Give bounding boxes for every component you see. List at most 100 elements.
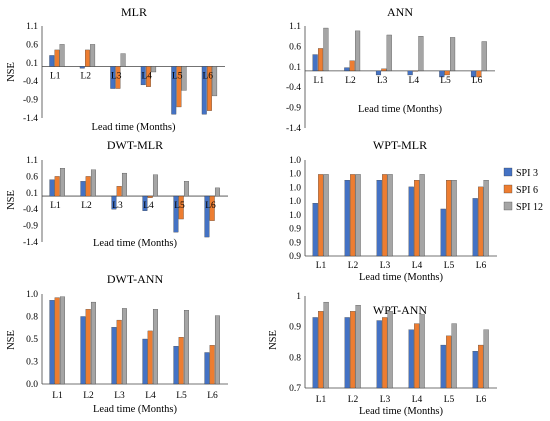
y-tick-label: 0.7 xyxy=(289,384,301,394)
bar-mlr-l1-spi6 xyxy=(54,49,60,67)
bar-dwt-mlr-l6-spi12 xyxy=(214,187,220,197)
category-label: L6 xyxy=(207,391,218,401)
bar-dwt-ann-l5-spi12 xyxy=(183,310,189,385)
category-label: L5 xyxy=(440,76,451,86)
bar-mlr-l3-spi6 xyxy=(115,66,121,89)
category-label: L1 xyxy=(50,201,61,211)
y-tick-label: 0.1 xyxy=(26,59,38,69)
bar-dwt-mlr-l1-spi12 xyxy=(59,168,65,197)
category-label: L2 xyxy=(345,76,356,86)
bar-dwt-mlr-l2-spi3 xyxy=(80,181,86,197)
bar-mlr-l4-spi12 xyxy=(151,66,157,73)
bar-wpt-ann-l5-spi6 xyxy=(446,335,452,389)
bar-wpt-ann-l1-spi12 xyxy=(323,301,329,389)
category-label: L2 xyxy=(348,261,359,271)
y-axis-label: NSE xyxy=(6,190,17,210)
bar-mlr-l1-spi3 xyxy=(49,55,55,67)
bar-mlr-l2-spi6 xyxy=(85,49,90,67)
bar-ann-l6-spi6 xyxy=(476,70,482,78)
y-tick-label: 1.0 xyxy=(289,156,301,166)
bar-dwt-ann-l6-spi12 xyxy=(214,315,220,385)
category-label: L2 xyxy=(80,71,91,81)
y-tick-label: -0.9 xyxy=(286,104,301,114)
bar-dwt-mlr-l4-spi12 xyxy=(152,174,158,197)
bar-dwt-ann-l5-spi3 xyxy=(173,346,179,385)
bar-dwt-ann-l3-spi12 xyxy=(121,308,127,385)
category-label: L6 xyxy=(476,261,487,271)
category-label: L4 xyxy=(409,76,420,86)
y-tick-label: 1.0 xyxy=(289,183,301,193)
y-tick-label: -0.9 xyxy=(23,222,38,232)
bar-mlr-l5-spi6 xyxy=(176,66,182,108)
x-axis-label: Lead time (Months) xyxy=(92,122,176,133)
bar-wpt-ann-l2-spi3 xyxy=(344,317,350,389)
x-axis-label: Lead time (Months) xyxy=(359,406,443,417)
bar-dwt-ann-l6-spi3 xyxy=(204,352,210,385)
bar-wpt-mlr-l4-spi3 xyxy=(408,186,414,257)
y-axis-label: NSE xyxy=(6,330,17,350)
bar-wpt-mlr-l2-spi6 xyxy=(350,174,356,257)
category-label: L4 xyxy=(141,71,152,81)
y-tick-label: 1.0 xyxy=(289,170,301,180)
bar-ann-l1-spi12 xyxy=(323,27,329,72)
y-tick-label: -1.4 xyxy=(23,114,38,124)
y-tick-label: 0.1 xyxy=(289,63,301,73)
y-tick-label: 1.1 xyxy=(26,22,38,32)
y-axis-label: NSE xyxy=(6,62,17,82)
y-tick-label: 0.3 xyxy=(26,358,38,368)
category-label: L2 xyxy=(348,395,359,405)
legend-label: SPI 6 xyxy=(516,185,538,196)
bar-dwt-mlr-l3-spi6 xyxy=(116,186,122,197)
y-tick-label: 0.9 xyxy=(289,238,301,248)
bar-ann-l5-spi6 xyxy=(444,70,450,76)
bar-mlr-l3-spi12 xyxy=(120,53,126,67)
bar-dwt-mlr-l5-spi12 xyxy=(183,181,189,197)
bar-wpt-ann-l5-spi12 xyxy=(451,323,457,389)
y-tick-label: 0.8 xyxy=(26,313,38,323)
legend-swatch xyxy=(503,201,513,211)
bar-wpt-mlr-l5-spi12 xyxy=(451,180,457,257)
bar-dwt-ann-l4-spi3 xyxy=(142,338,148,385)
bar-dwt-mlr-l3-spi3 xyxy=(111,195,117,210)
y-tick-label: 1.0 xyxy=(26,290,38,300)
y-tick-label: -0.9 xyxy=(23,96,38,106)
bar-wpt-ann-l4-spi12 xyxy=(419,314,425,389)
legend-swatch xyxy=(503,184,513,194)
y-tick-label: 1 xyxy=(296,292,301,302)
bar-dwt-mlr-l6-spi6 xyxy=(209,195,215,221)
bar-wpt-ann-l2-spi12 xyxy=(355,305,361,389)
bar-ann-l1-spi3 xyxy=(312,54,318,72)
category-label: L3 xyxy=(380,395,391,405)
bar-wpt-ann-l3-spi6 xyxy=(382,317,388,389)
bar-ann-l6-spi3 xyxy=(470,70,477,78)
category-label: L6 xyxy=(476,395,487,405)
category-label: L3 xyxy=(111,71,122,81)
category-label: L1 xyxy=(50,71,61,81)
bar-wpt-ann-l4-spi3 xyxy=(408,329,414,389)
bar-mlr-l4-spi6 xyxy=(146,66,151,87)
category-label: L5 xyxy=(444,395,455,405)
bar-dwt-mlr-l3-spi12 xyxy=(121,172,127,197)
bar-dwt-ann-l1-spi3 xyxy=(49,300,55,385)
category-label: L4 xyxy=(412,395,423,405)
bar-wpt-ann-l5-spi3 xyxy=(440,344,446,389)
bar-wpt-mlr-l2-spi3 xyxy=(344,180,350,257)
bar-dwt-mlr-l2-spi12 xyxy=(90,169,96,197)
bar-wpt-mlr-l6-spi6 xyxy=(478,186,484,257)
category-label: L1 xyxy=(314,76,325,86)
bar-dwt-mlr-l6-spi3 xyxy=(204,195,210,238)
x-axis-label: Lead time (Months) xyxy=(93,404,177,415)
chart-title: ANN xyxy=(387,5,413,19)
category-label: L6 xyxy=(202,71,213,81)
y-tick-label: 0.9 xyxy=(289,252,301,262)
y-tick-label: 1.0 xyxy=(289,197,301,207)
y-tick-label: -0.4 xyxy=(286,83,301,93)
bar-wpt-mlr-l1-spi12 xyxy=(323,174,329,257)
bar-mlr-l2-spi3 xyxy=(79,66,85,69)
bar-mlr-l5-spi12 xyxy=(181,66,187,91)
y-tick-label: 0.0 xyxy=(26,380,38,390)
panel-mlr: MLR 1.1 0.6 0.1 -0.4 -0.9 -1.4 L1 L2 L3 L4 L5 L6 Lead… xyxy=(6,5,225,133)
bar-wpt-ann-l4-spi6 xyxy=(414,323,420,389)
bar-wpt-ann-l1-spi3 xyxy=(312,317,318,389)
